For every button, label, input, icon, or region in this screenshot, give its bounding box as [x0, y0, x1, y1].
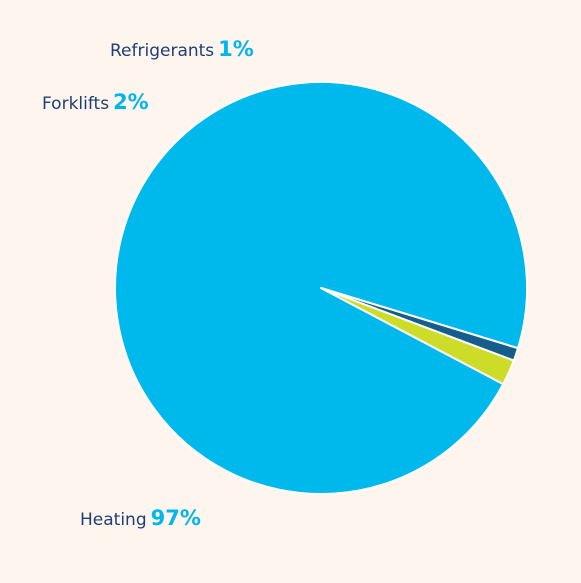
- label-heating-name: Heating: [80, 510, 147, 530]
- pie-slice-refrigerants: [320, 287, 519, 362]
- label-forklifts-name: Forklifts: [42, 94, 110, 114]
- label-refrigerants-value: 1%: [218, 37, 254, 61]
- label-forklifts-value: 2%: [113, 90, 149, 114]
- label-refrigerants-name: Refrigerants: [110, 41, 215, 61]
- label-heating: Heating 97%: [80, 507, 201, 531]
- label-refrigerants: Refrigerants 1%: [110, 38, 254, 62]
- pie-slices: [114, 80, 529, 495]
- label-heating-value: 97%: [150, 506, 201, 530]
- label-forklifts: Forklifts 2%: [42, 91, 149, 115]
